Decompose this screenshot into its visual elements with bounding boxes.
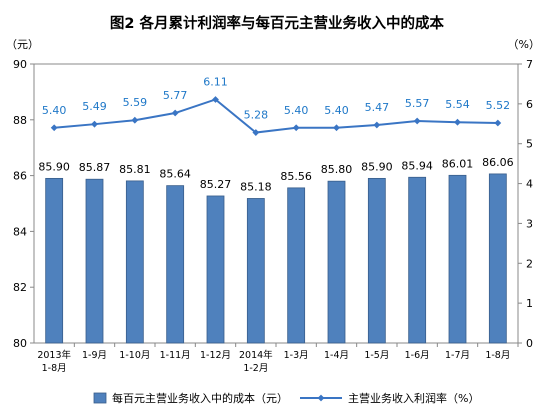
legend-bar-label: 每百元主营业务收入中的成本（元） [112, 391, 288, 405]
left-tick-label: 80 [13, 337, 27, 350]
line-value-label: 5.52 [486, 99, 511, 112]
bar [45, 177, 64, 344]
line-value-label: 5.40 [42, 104, 67, 117]
right-tick-label: 3 [526, 217, 533, 230]
x-tick-label: 1-12月 [200, 350, 231, 361]
left-tick-label: 90 [13, 58, 27, 71]
line-value-label: 5.40 [284, 104, 309, 117]
x-tick-label: 1-11月 [160, 350, 191, 361]
legend-bar-swatch [93, 392, 107, 404]
right-tick-label: 4 [526, 178, 533, 191]
bar [488, 173, 507, 344]
line-series [50, 96, 502, 136]
bar-value-label: 85.18 [240, 180, 272, 193]
x-tick-label: 1-8月 [42, 363, 67, 374]
x-tick-label: 1-5月 [364, 350, 389, 361]
line-value-label: 5.54 [445, 98, 470, 111]
line-value-labels: 5.40 5.49 5.59 5.77 6.11 5.28 5.40 5.40 5.47 5.57… [42, 75, 510, 121]
bar [166, 185, 185, 344]
bar-value-label: 86.06 [482, 156, 514, 169]
bar [408, 176, 427, 344]
right-tick-label: 5 [526, 138, 533, 151]
line-point [292, 124, 300, 132]
bar-value-label: 85.94 [401, 159, 433, 172]
line-point [454, 118, 461, 126]
right-tick-label: 2 [526, 257, 533, 270]
bar-value-label: 86.01 [442, 157, 474, 170]
line-value-label: 5.57 [405, 97, 430, 110]
line-point [373, 121, 381, 129]
right-tick-label: 6 [526, 98, 533, 111]
x-tick-label: 1-8月 [485, 350, 510, 361]
legend: 每百元主营业务收入中的成本（元） 主营业务收入利润率（%） [93, 391, 479, 405]
x-tick-label: 1-9月 [82, 350, 107, 361]
x-tick-label: 1-7月 [445, 350, 470, 361]
line-value-label: 5.49 [82, 100, 107, 113]
line-point [50, 124, 58, 132]
line-point [413, 117, 421, 125]
bar [367, 177, 386, 344]
left-axis-unit: （元） [6, 38, 39, 51]
line-value-label: 6.11 [203, 75, 228, 88]
bar-value-labels: 85.90 85.87 85.81 85.64 85.27 85.18 85.56 85.80… [38, 156, 513, 194]
chart-title: 图2 各月累计利润率与每百元主营业务收入中的成本 [110, 14, 445, 32]
legend-line-marker [317, 394, 325, 402]
line-value-label: 5.47 [365, 101, 390, 114]
x-tick-label: 2013年 [37, 349, 71, 361]
x-tick-label: 1-3月 [284, 350, 309, 361]
bar [246, 198, 265, 344]
x-tick-label: 2014年 [239, 349, 273, 361]
bar-value-label: 85.90 [361, 160, 393, 173]
bar-value-label: 85.87 [79, 161, 111, 174]
legend-line-label: 主营业务收入利润率（%） [348, 391, 479, 405]
bar [125, 180, 144, 344]
left-tick-label: 82 [13, 281, 27, 294]
line-point [333, 124, 340, 132]
line-point [252, 129, 260, 136]
line-point [212, 96, 219, 103]
x-tick-label: 1-2月 [243, 363, 268, 374]
right-tick-label: 7 [526, 58, 533, 71]
right-axis: 0 1 2 3 4 5 6 7 [518, 58, 533, 350]
line-value-label: 5.77 [163, 89, 188, 102]
right-axis-unit: （%） [508, 38, 540, 51]
line-point [131, 116, 139, 124]
bar-value-label: 85.27 [200, 178, 232, 191]
right-tick-label: 1 [526, 297, 533, 310]
line-point [494, 119, 502, 127]
bar [448, 174, 467, 344]
left-axis: 80 82 84 86 88 90 [13, 58, 34, 350]
line-value-label: 5.59 [123, 96, 148, 109]
x-tick-label: 1-4月 [324, 350, 349, 361]
bar-series [45, 173, 507, 344]
x-tick-label: 1-10月 [119, 350, 150, 361]
bar [327, 180, 346, 344]
bar-value-label: 85.56 [280, 170, 312, 183]
line-point [91, 120, 98, 128]
bar-value-label: 85.90 [38, 160, 70, 173]
line-value-label: 5.28 [244, 109, 269, 122]
line-path [54, 98, 498, 134]
x-tick-label: 1-6月 [405, 350, 430, 361]
bar [287, 187, 306, 344]
bar-value-label: 85.80 [321, 163, 353, 176]
bar-value-label: 85.64 [159, 168, 191, 181]
bar-value-label: 85.81 [119, 163, 151, 176]
x-axis: 2013年 1-8月 1-9月 1-10月 1-11月 1-12月 2014年 1-2月 1-3… [37, 343, 519, 374]
right-tick-label: 0 [526, 337, 533, 350]
left-tick-label: 88 [13, 114, 27, 127]
bar [85, 178, 104, 344]
left-tick-label: 86 [13, 170, 27, 183]
line-value-label: 5.40 [324, 104, 349, 117]
left-tick-label: 84 [13, 225, 27, 238]
line-point [171, 109, 179, 117]
bar [206, 195, 225, 344]
